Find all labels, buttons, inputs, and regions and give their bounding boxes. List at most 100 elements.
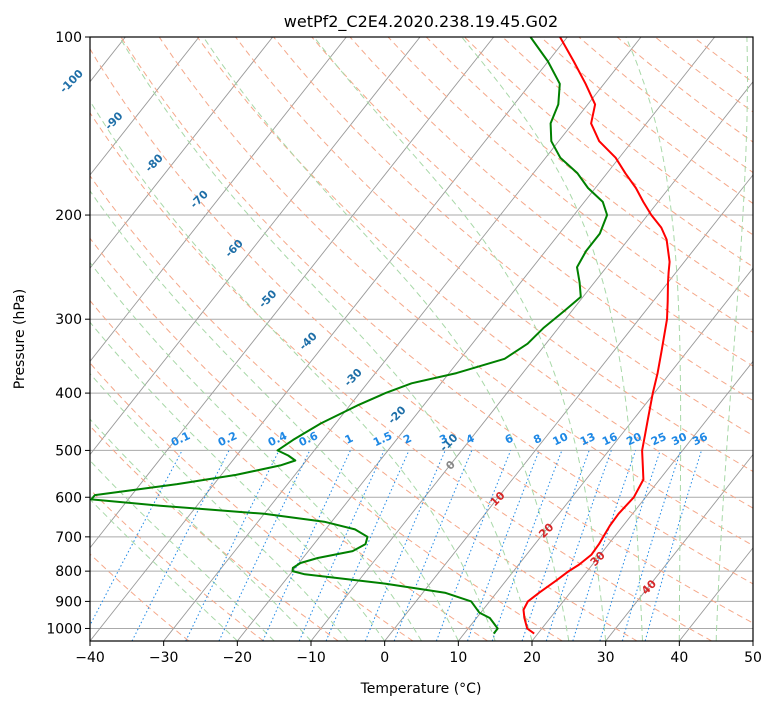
isotherm-line <box>531 360 753 641</box>
moist-adiabat-line <box>90 321 386 641</box>
isotherm-line <box>90 37 568 641</box>
y-tick-label: 100 <box>55 30 82 46</box>
mixing-ratio-label: 10 <box>551 430 571 448</box>
moist-adiabat-line <box>90 459 275 641</box>
mixing-ratio-line <box>298 450 385 641</box>
dry-adiabat-label: -60 <box>223 237 246 260</box>
mixing-ratio-label: 8 <box>531 432 543 447</box>
x-tick-label: 0 <box>380 650 389 666</box>
mixing-ratio-line <box>131 450 230 641</box>
dry-adiabat-label: -100 <box>57 67 86 96</box>
mixing-ratio-label: 16 <box>600 430 620 448</box>
mixing-ratio-line <box>393 450 473 641</box>
dry-adiabat-line <box>196 37 753 509</box>
moist-adiabat-line <box>202 37 570 641</box>
dry-adiabat-line <box>90 488 264 641</box>
x-axis-title: Temperature (°C) <box>360 681 482 697</box>
y-tick-label: 800 <box>55 564 82 580</box>
mixing-ratio-label: 0.2 <box>216 429 239 449</box>
moist-adiabat-line <box>313 37 607 641</box>
mixing-ratio-line <box>185 450 280 641</box>
x-tick-label: −20 <box>223 650 253 666</box>
x-tick-label: −30 <box>149 650 179 666</box>
background-lines <box>90 37 753 641</box>
y-tick-label: 200 <box>55 208 82 224</box>
y-tick-label: 500 <box>55 443 82 459</box>
dry-adiabat-line <box>464 37 753 268</box>
mixing-ratio-line <box>621 450 682 641</box>
dry-adiabat-line <box>90 425 339 641</box>
moist-adiabat-line <box>625 37 682 641</box>
dry-adiabat-line <box>425 37 753 300</box>
moist-adiabat-line <box>752 633 753 641</box>
profile-lines <box>90 37 671 635</box>
mixing-ratio-line <box>521 450 590 641</box>
moist-adiabat-line <box>90 100 496 641</box>
dry-adiabat-line <box>349 37 753 367</box>
x-tick-label: 30 <box>597 650 615 666</box>
moist-adiabat-label: 10 <box>488 489 508 509</box>
dry-adiabat-line <box>158 37 753 547</box>
mixing-ratio-label: 0.4 <box>266 429 289 449</box>
dry-adiabat-line <box>90 47 753 624</box>
mixing-ratio-line <box>644 450 702 641</box>
dry-adiabat-line <box>540 37 753 204</box>
moist-adiabat-line <box>461 37 643 641</box>
moist-adiabat-line <box>715 37 749 641</box>
y-tick-label: 900 <box>55 594 82 610</box>
dry-adiabat-line <box>235 37 753 473</box>
dewpoint-line <box>90 37 609 635</box>
dry-adiabat-line <box>90 111 712 641</box>
mixing-ratio-label: 36 <box>690 430 710 448</box>
dry-adiabat-line <box>90 299 488 641</box>
y-tick-label: 400 <box>55 386 82 402</box>
isotherm-line <box>163 37 642 641</box>
mixing-ratio-label: 13 <box>578 430 597 448</box>
mixing-ratio-label: 20 <box>624 430 644 448</box>
dry-adiabat-label: -40 <box>297 329 320 352</box>
x-tick-label: 20 <box>523 650 541 666</box>
dry-adiabat-label: -20 <box>385 403 408 426</box>
isotherm-line <box>90 37 200 176</box>
mixing-ratio-line <box>262 450 351 641</box>
mixing-ratio-label: 1 <box>343 432 355 447</box>
x-tick-label: 50 <box>744 650 762 666</box>
dry-adiabat-line <box>311 37 753 402</box>
isotherm-line <box>90 37 347 363</box>
isotherm-line <box>384 174 753 641</box>
moist-adiabat-label: 40 <box>639 577 659 597</box>
y-tick-label: 1000 <box>46 621 82 637</box>
mixing-ratio-line <box>467 450 540 641</box>
moist-adiabat-line <box>119 37 533 641</box>
mixing-ratio-label: 0.1 <box>169 429 192 449</box>
dry-adiabat-label: -80 <box>143 151 166 174</box>
dry-adiabat-line <box>120 37 753 585</box>
isotherm-line <box>457 267 753 641</box>
dry-adiabat-line <box>90 553 190 641</box>
y-tick-label: 700 <box>55 530 82 546</box>
dry-adiabat-line <box>273 37 753 437</box>
x-tick-label: −40 <box>75 650 105 666</box>
moist-adiabat-label: 30 <box>588 549 608 569</box>
mixing-ratio-line <box>435 450 512 641</box>
dry-adiabat-line <box>90 362 414 641</box>
mixing-ratio-label: 25 <box>649 430 668 448</box>
mixing-ratio-label: 2 <box>401 432 413 447</box>
isotherm-line <box>90 37 495 549</box>
mixing-ratio-label: 30 <box>670 430 690 448</box>
y-tick-label: 300 <box>55 312 82 328</box>
mixing-ratio-line <box>545 450 612 641</box>
mixing-ratio-label: 6 <box>503 432 516 447</box>
y-axis-title: Pressure (hPa) <box>12 289 28 389</box>
isotherm-line <box>90 37 274 269</box>
x-tick-label: 10 <box>449 650 467 666</box>
isotherm-line <box>605 453 753 641</box>
chart-title: wetPf2_C2E4.2020.238.19.45.G02 <box>284 12 558 32</box>
moist-adiabat-line <box>90 372 349 641</box>
dry-adiabat-line <box>90 237 563 641</box>
mixing-ratio-line <box>572 450 637 641</box>
x-tick-label: 40 <box>670 650 688 666</box>
x-tick-label: −10 <box>296 650 326 666</box>
mixing-ratio-line <box>90 450 183 627</box>
